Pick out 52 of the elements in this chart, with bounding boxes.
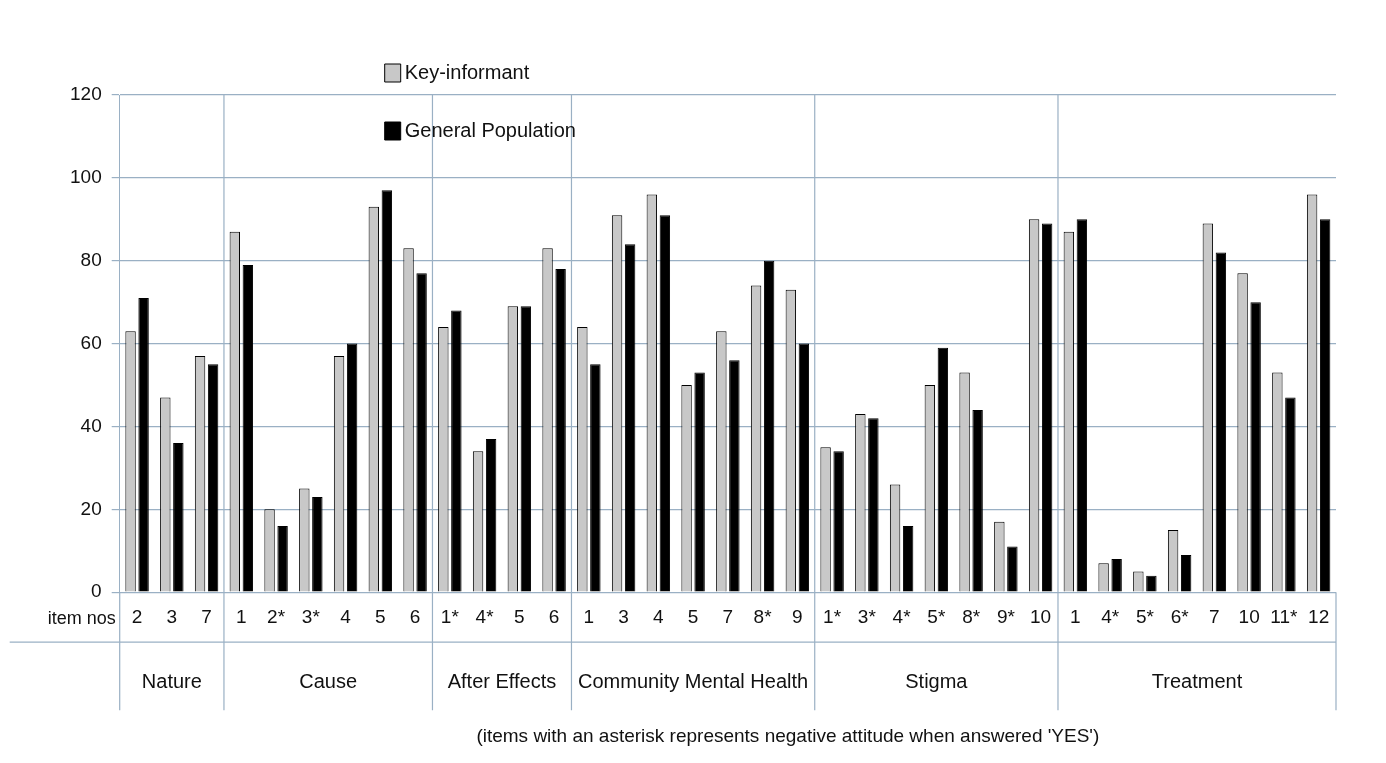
text: Nature: [141, 669, 202, 692]
x-tick-label: 11*: [1270, 605, 1299, 627]
x-tick-label: 6: [409, 605, 421, 627]
text: Stigma: [905, 669, 969, 692]
x-tick-label: 4: [653, 605, 665, 627]
x-tick-label: 1: [583, 605, 595, 627]
x-tick-label: 2*: [267, 605, 286, 627]
x-tick-label: 9: [792, 605, 803, 627]
x-tick-label: 5: [687, 605, 699, 627]
x-tick-label: 6*: [1170, 605, 1190, 627]
x-tick-label: 5: [375, 605, 386, 627]
y-tick-label: 20: [80, 497, 102, 519]
x-tick-label: 4: [340, 605, 352, 627]
x-tick-label: 9*: [996, 605, 1016, 627]
text: Cause: [299, 669, 358, 692]
text: Community Mental Health: [578, 669, 809, 692]
x-tick-label: 5: [514, 605, 525, 627]
x-tick-label: 5*: [927, 605, 946, 627]
x-tick-label: 7: [722, 605, 734, 627]
x-tick-label: 10: [1238, 605, 1260, 627]
y-tick-label: 60: [80, 331, 102, 353]
x-tick-label: 5*: [1135, 605, 1155, 627]
text: Treatment: [1151, 669, 1243, 692]
y-tick-label: 80: [80, 248, 102, 270]
x-axis-title: item nos: [47, 608, 116, 629]
x-tick-label: 6: [548, 605, 560, 627]
x-tick-label: 3*: [857, 605, 877, 627]
x-tick-label: 7: [1209, 605, 1220, 627]
x-tick-label: 12: [1308, 605, 1330, 627]
y-tick-label: 120: [70, 83, 102, 105]
x-tick-label: 1: [236, 605, 247, 627]
x-tick-label: 4*: [1101, 605, 1120, 627]
x-tick-label: 1: [1070, 605, 1081, 627]
legend-label: General Population: [404, 118, 576, 141]
legend-label: Key-informant: [404, 60, 530, 83]
x-tick-label: 7: [201, 605, 212, 627]
y-tick-label: 100: [70, 166, 102, 188]
x-tick-label: 2: [131, 605, 143, 627]
x-tick-label: 1*: [823, 605, 842, 627]
x-tick-label: 3: [166, 605, 178, 627]
x-tick-label: 10: [1030, 605, 1052, 627]
y-tick-label: 0: [91, 580, 102, 602]
x-tick-label: 3*: [301, 605, 321, 627]
x-tick-label: 4*: [475, 605, 495, 627]
x-tick-label: 3: [618, 605, 629, 627]
y-tick-label: 40: [80, 414, 102, 436]
x-tick-label: 1*: [440, 605, 460, 627]
text: After Effects: [447, 669, 557, 692]
x-tick-label: 4*: [892, 605, 912, 627]
x-tick-label: 8*: [962, 605, 981, 627]
text: (items with an asterisk represents negative attitude when answered 'YES'): [476, 725, 1100, 747]
x-tick-label: 8*: [753, 605, 773, 627]
